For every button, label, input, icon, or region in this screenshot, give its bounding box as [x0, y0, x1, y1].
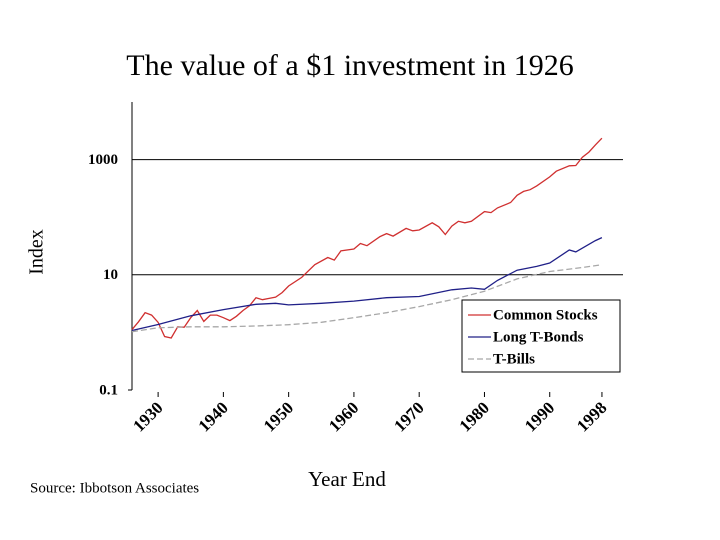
- series-line: [131, 237, 603, 332]
- y-tick-label: 10: [103, 267, 118, 283]
- legend-label: Long T-Bonds: [493, 329, 584, 345]
- x-axis-label: Year End: [308, 467, 386, 491]
- y-tick-label: 1000: [88, 152, 118, 168]
- chart-title: The value of a $1 investment in 1926: [126, 49, 573, 82]
- legend-label: T-Bills: [493, 351, 535, 367]
- legend-box: [461, 299, 621, 373]
- series-line: [131, 137, 603, 339]
- series-line: [131, 264, 602, 333]
- y-tick-label: 0.1: [99, 382, 118, 398]
- source-note: Source: Ibbotson Associates: [30, 480, 199, 496]
- legend: Common Stocks Long T-Bonds T-Bills: [461, 299, 621, 373]
- legend-label: Common Stocks: [493, 307, 598, 323]
- y-axis-label: Index: [26, 229, 48, 275]
